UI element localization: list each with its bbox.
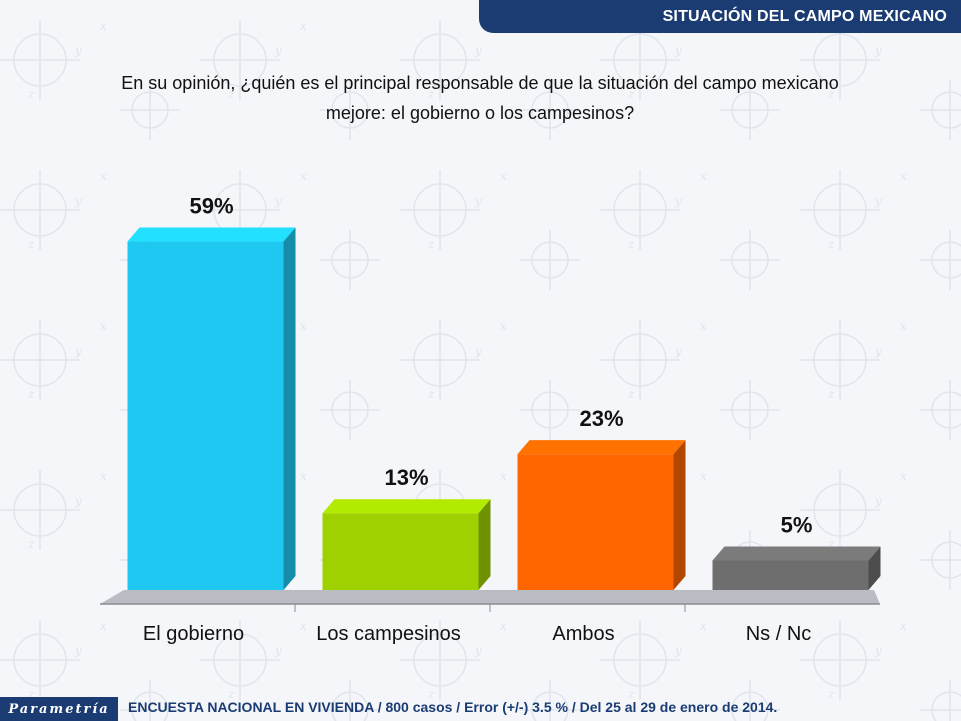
chart-floor xyxy=(100,590,880,604)
category-label-3: Ambos xyxy=(552,623,614,645)
value-label-4: 5% xyxy=(781,512,813,537)
bar-1-top xyxy=(127,227,296,242)
bar-3 xyxy=(517,454,674,590)
category-label-2: Los campesinos xyxy=(316,623,461,645)
bar-1-side xyxy=(283,227,296,590)
bar-4-side xyxy=(868,546,881,590)
bar-4 xyxy=(712,560,869,590)
parametria-logo: Parametría xyxy=(0,697,118,721)
bar-4-top xyxy=(712,546,881,561)
value-label-2: 13% xyxy=(384,465,428,490)
value-label-3: 23% xyxy=(579,406,623,431)
bar-3-top xyxy=(517,440,686,455)
category-label-4: Ns / Nc xyxy=(746,623,812,645)
question-line-2: mejore: el gobierno o los campesinos? xyxy=(325,103,635,123)
category-label-1: El gobierno xyxy=(143,623,244,645)
survey-question: En su opinión, ¿quién es el principal re… xyxy=(60,68,900,128)
question-line-1: En su opinión, ¿quién es el principal re… xyxy=(121,73,839,93)
value-label-1: 59% xyxy=(189,194,233,219)
bar-1 xyxy=(127,241,284,590)
bar-2 xyxy=(322,513,479,590)
bar-2-side xyxy=(478,499,491,590)
bar-2-top xyxy=(322,499,491,514)
header-title: SITUACIÓN DEL CAMPO MEXICANO xyxy=(662,7,947,25)
bar-3-side xyxy=(673,440,686,590)
logo-text: Parametría xyxy=(8,701,110,717)
header-banner: SITUACIÓN DEL CAMPO MEXICANO xyxy=(479,0,961,33)
survey-footnote: ENCUESTA NACIONAL EN VIVIENDA / 800 caso… xyxy=(128,699,778,715)
